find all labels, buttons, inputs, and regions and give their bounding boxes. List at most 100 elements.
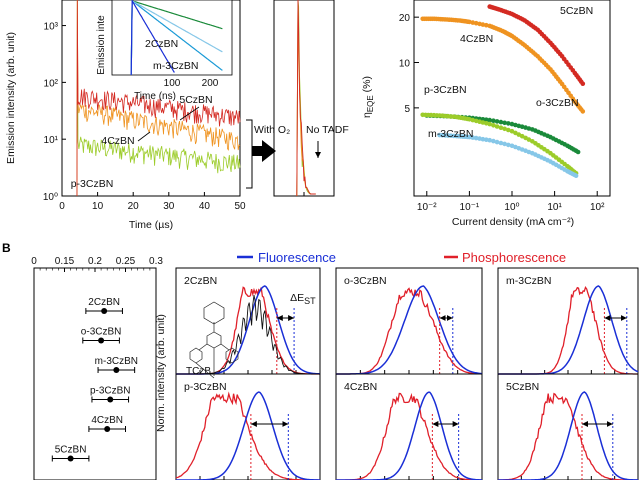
spectra-ylabel: Norm. intensity (arb. unit) bbox=[155, 314, 167, 432]
eqe-frame bbox=[413, 0, 611, 197]
fluorescence-trace bbox=[176, 391, 320, 480]
eqe-ylabel: ηEQE (%) bbox=[361, 76, 375, 118]
tczb-label: TCzB bbox=[186, 366, 211, 377]
spectrum-title: 4CzBN bbox=[344, 381, 377, 393]
decay-ylabel: Emission intensity (arb. unit) bbox=[5, 32, 17, 164]
eqe-points bbox=[420, 4, 586, 178]
label-p3czbn-decay: p-3CzBN bbox=[71, 178, 114, 190]
eqe-point bbox=[502, 126, 507, 132]
label-o3czbn-eqe: o-3CzBN bbox=[536, 97, 579, 109]
eqe-point bbox=[498, 119, 504, 125]
eqe-point bbox=[480, 136, 486, 142]
fluorescence-trace bbox=[498, 285, 639, 375]
eqe-point bbox=[519, 133, 525, 139]
eqe-xtick: 10¹ bbox=[547, 202, 562, 213]
label-5czbn-eqe: 5CzBN bbox=[560, 5, 593, 17]
eqe-point bbox=[498, 125, 504, 130]
eqe-point bbox=[491, 138, 496, 144]
decay-traces bbox=[76, 0, 241, 197]
label-m3czbn-eqe: m-3CzBN bbox=[428, 128, 474, 140]
eqe-point bbox=[470, 20, 476, 25]
eqe-xtick: 10⁻¹ bbox=[460, 202, 480, 213]
decay-ytick: 10² bbox=[44, 78, 59, 89]
spectrum-title: o-3CzBN bbox=[344, 275, 387, 287]
eqe-point bbox=[502, 141, 507, 147]
eqe-point bbox=[473, 135, 479, 141]
decay-inset: 2CzBN m-3CzBN 100 200 Time (ns) Emission… bbox=[96, 0, 233, 102]
eqe-point bbox=[491, 118, 496, 123]
dot-point bbox=[98, 337, 105, 344]
decay-frame bbox=[61, 0, 241, 197]
spectrum-frame bbox=[335, 373, 483, 480]
dot-xtick: 0.2 bbox=[88, 256, 102, 267]
decay-ytick: 10³ bbox=[44, 22, 59, 33]
eqe-xtick: 10² bbox=[590, 202, 605, 213]
dot-category-label: 2CzBN bbox=[88, 297, 120, 308]
eqe-ytick: 20 bbox=[399, 13, 411, 24]
o2-trace bbox=[296, 0, 316, 197]
eqe-point bbox=[484, 137, 489, 142]
eqe-point bbox=[494, 124, 500, 129]
phosphorescence-trace bbox=[175, 391, 320, 480]
dot-point bbox=[67, 455, 74, 462]
eqe-point bbox=[480, 117, 486, 122]
dot-category-label: 5CzBN bbox=[55, 445, 87, 456]
delta-est-label: ΔEST bbox=[290, 292, 316, 306]
delta-est-panel: 0 0.15 0.2 0.25 0.3 2CzBN o-3CzBN m-3CzBN p-3Cz… bbox=[31, 256, 163, 480]
decay-trace bbox=[76, 0, 241, 197]
eqe-point bbox=[580, 81, 586, 86]
dot-point bbox=[104, 426, 111, 432]
dot-xtick: 0.15 bbox=[55, 256, 75, 267]
decay-xtick: 10 bbox=[92, 201, 104, 212]
eqe-point bbox=[494, 119, 500, 124]
inset-xtick-200: 200 bbox=[202, 78, 219, 89]
inset-trace bbox=[130, 0, 175, 76]
no-tadf-label: No TADF bbox=[306, 124, 349, 136]
eqe-point bbox=[575, 149, 581, 155]
dot-category-label: o-3CzBN bbox=[81, 327, 122, 338]
spectrum-frame bbox=[175, 373, 321, 480]
inset-trace bbox=[130, 0, 223, 76]
dot-category-label: p-3CzBN bbox=[90, 386, 131, 397]
eqe-panel: 10⁻² 10⁻¹ 10⁰ 10¹ 10² 20 10 5 ηEQE (%) Current … bbox=[361, 0, 611, 228]
label-p3czbn-eqe: p-3CzBN bbox=[424, 84, 467, 96]
decay-ytick: 10¹ bbox=[44, 135, 59, 146]
label-2czbn-inset: 2CzBN bbox=[145, 38, 178, 50]
eqe-point bbox=[487, 121, 493, 127]
eqe-point bbox=[487, 117, 493, 123]
eqe-point bbox=[467, 134, 472, 140]
eqe-point bbox=[580, 109, 586, 114]
decay-panel: 0 10 20 30 40 50 10⁰ 10¹ 10² 10³ Emission intensi… bbox=[5, 0, 290, 231]
fluorescence-trace bbox=[336, 391, 482, 480]
legend-fluorescence: Fluorescence bbox=[258, 250, 336, 265]
decay-trace bbox=[76, 0, 241, 197]
phosphorescence-trace bbox=[336, 392, 482, 480]
dot-category-label: 4CzBN bbox=[91, 415, 123, 426]
eqe-point bbox=[487, 137, 493, 143]
decay-ticks: 0 10 20 30 40 50 10⁰ 10¹ 10² 10³ bbox=[43, 22, 246, 212]
o2-panel: No TADF bbox=[273, 0, 349, 197]
with-o2-label: With O₂ bbox=[254, 124, 290, 136]
decay-xlabel: Time (µs) bbox=[129, 219, 173, 231]
eqe-xtick: 10⁰ bbox=[504, 202, 519, 213]
spectra-grid: 2CzBN ΔEST o-3CzBN m-3CzBN p-3CzBN 4CzBN 5CzBN bbox=[175, 267, 639, 480]
spectrum-title: 2CzBN bbox=[184, 275, 217, 287]
eqe-point bbox=[513, 130, 518, 136]
label-4czbn-decay: 4CzBN bbox=[101, 135, 134, 147]
phosphorescence-trace bbox=[336, 287, 482, 375]
eqe-point bbox=[506, 142, 511, 148]
dot-xtick: 0 bbox=[31, 256, 37, 267]
eqe-point bbox=[573, 173, 579, 178]
legend-phosphorescence: Phosphorescence bbox=[462, 250, 566, 265]
eqe-point bbox=[509, 128, 515, 134]
decay-xtick: 0 bbox=[59, 201, 65, 212]
spectrum-title: m-3CzBN bbox=[506, 275, 552, 287]
dot-category-label: m-3CzBN bbox=[95, 356, 138, 367]
tczb-structure bbox=[189, 301, 239, 379]
eqe-point bbox=[506, 127, 511, 133]
decay-trace bbox=[76, 0, 241, 197]
eqe-point bbox=[494, 139, 500, 145]
inset-trace bbox=[130, 0, 223, 76]
eqe-xlabel: Current density (mA cm⁻²) bbox=[452, 216, 574, 228]
